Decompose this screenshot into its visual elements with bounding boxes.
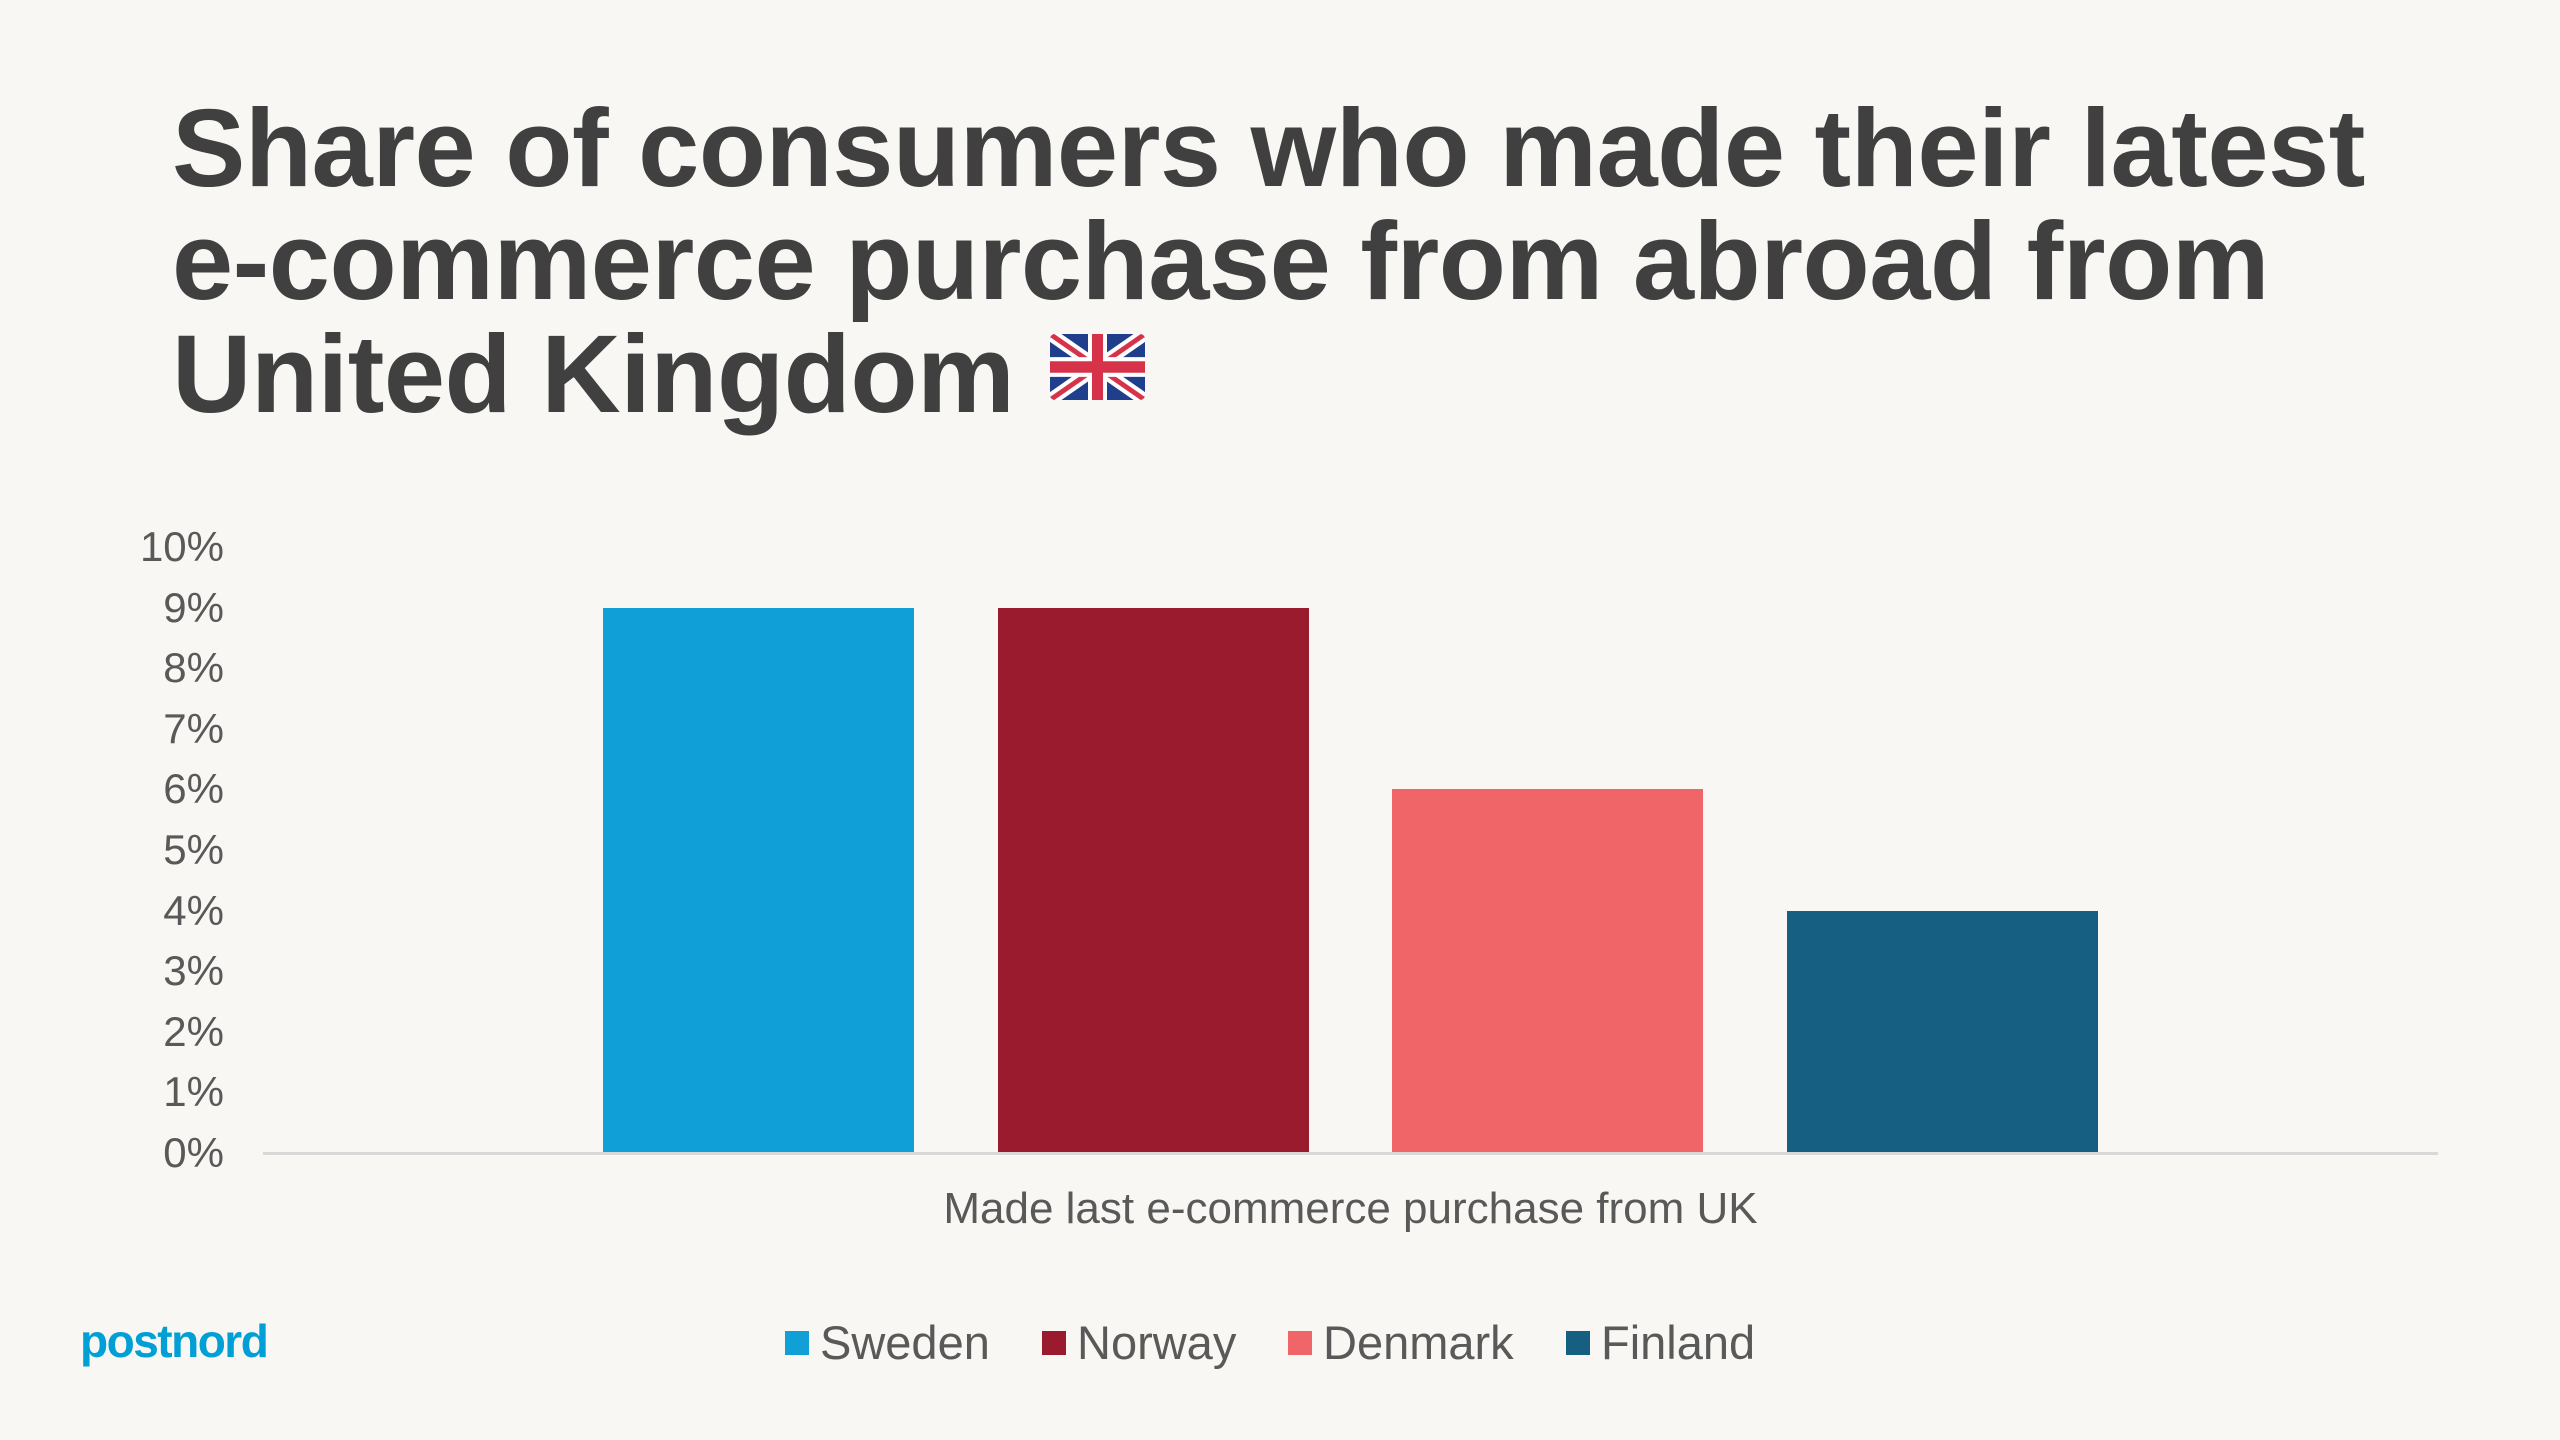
legend-swatch-icon <box>1042 1331 1066 1355</box>
chart-title: Share of consumers who made their latest… <box>172 92 2472 431</box>
x-axis-line <box>263 1152 2438 1155</box>
y-tick-label: 0% <box>163 1129 224 1176</box>
bar-denmark <box>1392 789 1703 1153</box>
legend-label: Sweden <box>820 1316 990 1369</box>
y-tick-label: 7% <box>163 704 224 752</box>
y-tick-label: 2% <box>163 1007 224 1055</box>
legend-swatch-icon <box>1288 1331 1312 1355</box>
legend-item-finland: Finland <box>1566 1318 1755 1368</box>
postnord-logo: postnord <box>80 1315 269 1367</box>
legend-item-norway: Norway <box>1042 1318 1236 1368</box>
legend-item-denmark: Denmark <box>1288 1318 1514 1368</box>
y-tick-label: 6% <box>163 765 224 813</box>
legend-swatch-icon <box>1566 1331 1590 1355</box>
bar-norway <box>998 607 1309 1153</box>
legend-label: Finland <box>1601 1316 1756 1369</box>
legend-item-sweden: Sweden <box>785 1318 990 1368</box>
bar-finland <box>1787 910 2098 1153</box>
y-tick-label: 4% <box>163 886 224 934</box>
category-label: Made last e-commerce purchase from UK <box>943 1184 1758 1233</box>
legend-label: Denmark <box>1323 1316 1514 1369</box>
legend-label: Norway <box>1077 1316 1237 1369</box>
uk-flag-icon <box>1050 334 1146 400</box>
legend-swatch-icon <box>785 1331 809 1355</box>
y-tick-label: 8% <box>163 644 224 692</box>
y-tick-label: 9% <box>163 583 224 631</box>
y-tick-label: 5% <box>163 826 224 873</box>
y-tick-label: 1% <box>163 1068 224 1116</box>
legend: Sweden Norway Denmark Finland <box>0 1318 2560 1368</box>
y-tick-label: 3% <box>163 947 224 995</box>
title-line-2: e-commerce purchase from abroad from <box>172 200 2270 323</box>
title-line-3: United Kingdom <box>172 318 2472 431</box>
title-line-1: Share of consumers who made their latest <box>172 87 2365 210</box>
bar-sweden <box>603 607 914 1153</box>
y-tick-label: 10% <box>139 523 224 570</box>
